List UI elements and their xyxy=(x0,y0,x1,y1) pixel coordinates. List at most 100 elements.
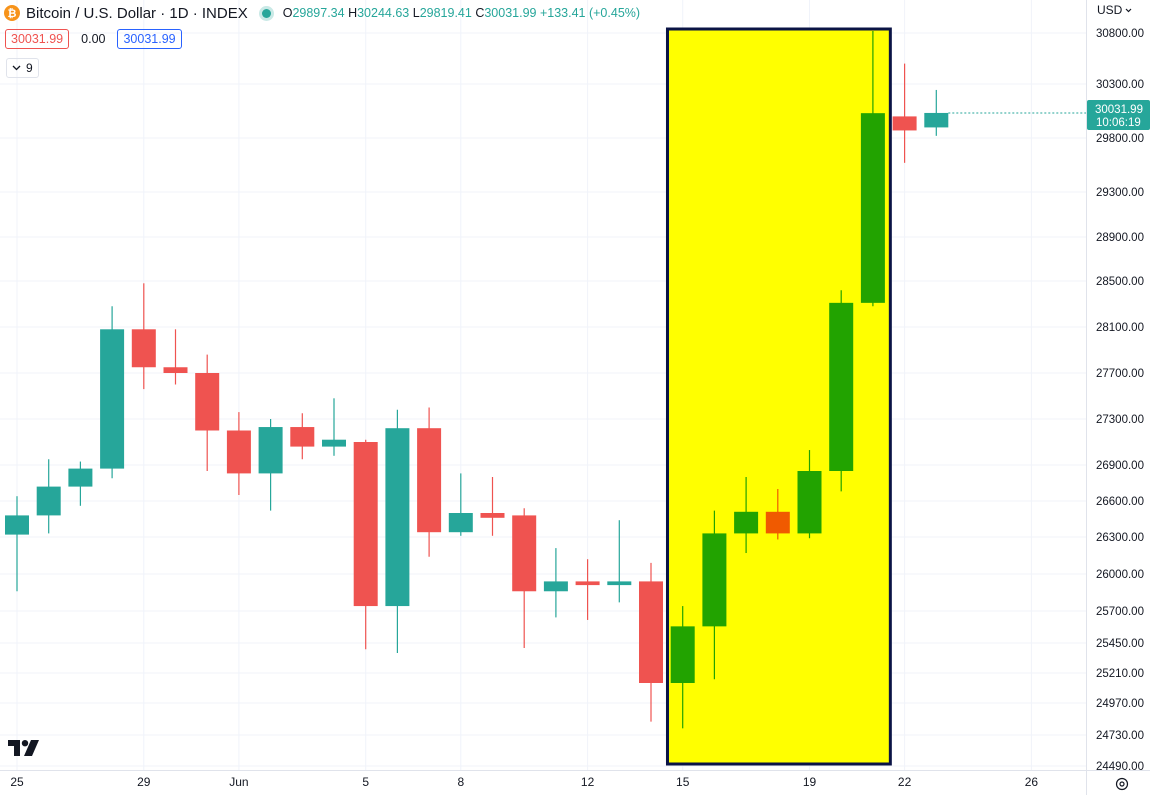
candle xyxy=(670,606,695,729)
price-tick-label: 29300.00 xyxy=(1096,187,1144,199)
open-label: O xyxy=(282,6,293,20)
time-tick-label: 22 xyxy=(898,775,912,789)
candle-body xyxy=(258,427,283,474)
price-tick-label: 26600.00 xyxy=(1096,496,1144,508)
candle-body xyxy=(5,515,29,535)
price-tick-label: 25700.00 xyxy=(1096,606,1144,618)
tradingview-logo-icon[interactable] xyxy=(8,740,40,756)
price-tick-label: 30300.00 xyxy=(1096,79,1144,91)
candle xyxy=(353,439,378,650)
currency-selector[interactable]: USD xyxy=(1097,3,1132,17)
candle xyxy=(797,450,822,539)
candle xyxy=(226,412,251,495)
price-tick-label: 24730.00 xyxy=(1096,730,1144,742)
chevron-down-icon xyxy=(12,65,21,71)
bar-countdown: 10:06:19 xyxy=(1096,117,1141,129)
low-label: L xyxy=(412,6,420,20)
time-tick-label: 19 xyxy=(803,775,817,789)
candle xyxy=(829,290,854,492)
candle-body xyxy=(860,113,885,303)
candle xyxy=(258,419,283,511)
candle xyxy=(512,508,537,648)
price-tick-label: 30800.00 xyxy=(1096,28,1144,40)
time-tick-label: 29 xyxy=(137,775,151,789)
price-tick-label: 25450.00 xyxy=(1096,638,1144,650)
candle-body xyxy=(100,329,125,469)
candle-body xyxy=(734,511,759,534)
price-tick-label: 28100.00 xyxy=(1096,322,1144,334)
candle-body xyxy=(639,581,663,683)
highlight-box xyxy=(665,27,892,766)
candle-body xyxy=(512,515,537,592)
buy-button[interactable]: 30031.99 xyxy=(117,29,182,49)
candle xyxy=(68,461,93,506)
low-value: 29819.41 xyxy=(419,6,472,20)
last-price-value: 30031.99 xyxy=(1095,104,1143,116)
price-tick-label: 28900.00 xyxy=(1096,232,1144,244)
candle xyxy=(290,413,315,460)
candle xyxy=(765,489,790,540)
candle-body xyxy=(924,112,949,128)
chevron-down-icon xyxy=(1125,8,1132,12)
price-tick-label: 26900.00 xyxy=(1096,460,1144,472)
last-price-badge xyxy=(1087,99,1150,130)
trade-panel: 30031.99 0.00 30031.99 xyxy=(5,29,182,49)
candle-body xyxy=(575,581,600,586)
bitcoin-icon: ₿ xyxy=(4,5,20,21)
indicators-toggle[interactable]: 9 xyxy=(6,58,39,78)
candle xyxy=(543,548,568,618)
candle xyxy=(195,354,220,471)
sell-button[interactable]: 30031.99 xyxy=(5,29,70,49)
candle-body xyxy=(195,373,220,431)
candle xyxy=(36,459,61,534)
grid-lines xyxy=(0,0,1086,770)
time-tick-label: 15 xyxy=(676,775,690,789)
close-label: C xyxy=(475,6,485,20)
candle-body xyxy=(448,513,473,533)
currency-label: USD xyxy=(1097,3,1123,17)
market-status-icon[interactable] xyxy=(261,8,271,18)
open-value: 29897.34 xyxy=(292,6,345,20)
candle xyxy=(163,329,188,385)
settings-icon[interactable] xyxy=(1114,776,1130,792)
candle-body xyxy=(702,533,727,627)
time-tick-label: 12 xyxy=(581,775,595,789)
price-tick-label: 27700.00 xyxy=(1096,368,1144,380)
time-tick-label: 25 xyxy=(10,775,24,789)
candle xyxy=(892,63,917,163)
candle-body xyxy=(353,442,378,607)
candle-body xyxy=(131,329,156,368)
candle xyxy=(322,398,346,456)
price-tick-label: 29800.00 xyxy=(1096,133,1144,145)
price-tick-label: 25210.00 xyxy=(1096,668,1144,680)
ohlc-values: O29897.34 H30244.63 L29819.41 C30031.99 … xyxy=(283,6,640,20)
price-tick-label: 24490.00 xyxy=(1096,761,1144,773)
candle xyxy=(575,559,600,620)
candle xyxy=(924,89,949,136)
candle-body xyxy=(36,486,61,516)
candle xyxy=(607,520,632,603)
candle xyxy=(480,477,505,536)
symbol-title[interactable]: Bitcoin / U.S. Dollar · 1D · INDEX xyxy=(26,4,248,22)
price-tick-label: 26300.00 xyxy=(1096,532,1144,544)
candle xyxy=(448,473,473,536)
candle-body xyxy=(226,430,251,474)
candle-body xyxy=(607,581,632,586)
price-tick-label: 24970.00 xyxy=(1096,698,1144,710)
time-axis[interactable]: 25 29 Jun 5 8 12 15 19 22 26 xyxy=(0,770,1150,790)
candle-body xyxy=(892,116,917,131)
candle xyxy=(734,477,759,554)
price-tick-label: 27300.00 xyxy=(1096,414,1144,426)
high-value: 30244.63 xyxy=(357,6,410,20)
highlight-rectangle[interactable] xyxy=(665,27,892,766)
candle xyxy=(702,510,727,680)
candle-body xyxy=(829,302,854,471)
candle xyxy=(860,30,885,307)
candle-body xyxy=(797,471,822,534)
candle-body xyxy=(417,428,442,533)
candle xyxy=(100,306,125,479)
price-axis[interactable]: 24490.00 24730.00 24970.00 25210.00 25450.00… xyxy=(1086,0,1144,795)
candle-body xyxy=(385,428,410,607)
